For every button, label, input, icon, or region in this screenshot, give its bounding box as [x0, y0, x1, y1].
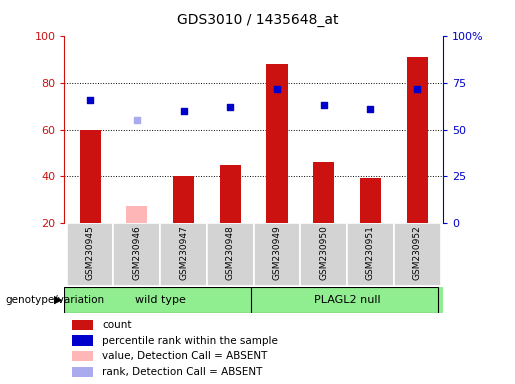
Text: genotype/variation: genotype/variation [5, 295, 104, 305]
Point [320, 102, 328, 108]
Text: value, Detection Call = ABSENT: value, Detection Call = ABSENT [102, 351, 268, 361]
Text: GSM230945: GSM230945 [85, 225, 95, 280]
Bar [300, 223, 347, 286]
Bar [394, 223, 440, 286]
Bar [251, 287, 443, 313]
Bar [266, 65, 287, 223]
Bar [220, 164, 241, 223]
Text: GSM230949: GSM230949 [272, 225, 282, 280]
Text: GSM230950: GSM230950 [319, 225, 328, 280]
Point [226, 104, 234, 110]
Point [133, 117, 141, 123]
Point [179, 108, 187, 114]
Point [413, 86, 421, 92]
Text: GSM230946: GSM230946 [132, 225, 141, 280]
Bar [113, 223, 160, 286]
Bar [360, 179, 381, 223]
Bar [207, 223, 253, 286]
Bar [407, 58, 428, 223]
Bar [160, 223, 207, 286]
Bar [72, 351, 93, 361]
Text: percentile rank within the sample: percentile rank within the sample [102, 336, 278, 346]
Text: count: count [102, 320, 132, 330]
Text: GSM230951: GSM230951 [366, 225, 375, 280]
Text: rank, Detection Call = ABSENT: rank, Detection Call = ABSENT [102, 367, 263, 377]
Bar [347, 223, 394, 286]
Text: GSM230948: GSM230948 [226, 225, 235, 280]
Text: wild type: wild type [135, 295, 185, 305]
Bar [173, 176, 194, 223]
Text: ▶: ▶ [54, 295, 63, 305]
Point [86, 97, 94, 103]
Bar [72, 336, 93, 346]
Bar [253, 223, 300, 286]
Text: GSM230947: GSM230947 [179, 225, 188, 280]
Text: GDS3010 / 1435648_at: GDS3010 / 1435648_at [177, 13, 338, 27]
Bar [72, 319, 93, 330]
Point [366, 106, 374, 112]
Bar [313, 162, 334, 223]
Bar [64, 287, 251, 313]
Text: PLAGL2 null: PLAGL2 null [314, 295, 381, 305]
Bar [79, 130, 100, 223]
Bar [126, 207, 147, 223]
Point [273, 86, 281, 92]
Bar [72, 367, 93, 377]
Text: GSM230952: GSM230952 [413, 225, 422, 280]
Bar [67, 223, 113, 286]
